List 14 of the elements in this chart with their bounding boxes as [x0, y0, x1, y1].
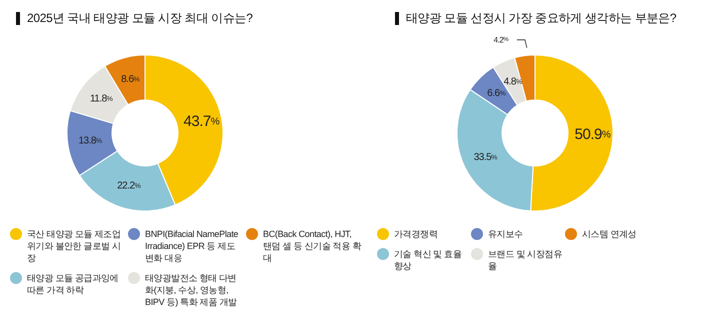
- data-label: 50.9%: [574, 126, 611, 144]
- legend-label: 국산 태양광 모듈 제조업 위기와 불안한 글로벌 시장: [27, 228, 122, 264]
- legend-label: 가격경쟁력: [394, 228, 438, 240]
- chart-title: 태양광 모듈 선정시 가장 중요하게 생각하는 부분은?: [405, 10, 676, 27]
- legend-label: BC(Back Contact), HJT, 탠덤 셀 등 신기술 적용 확대: [263, 228, 362, 264]
- legend-label: 태양광발전소 형태 다변화(지붕, 수상, 영농형, BIPV 등) 특화 제품 개발: [145, 272, 238, 308]
- chart-title: 2025년 국내 태양광 모듈 시장 최대 이슈는?: [26, 10, 253, 27]
- legend-label: 브랜드 및 시장점유율: [488, 248, 562, 272]
- legend-label: 기술 혁신 및 효율 향상: [394, 248, 463, 272]
- data-label: 43.7%: [184, 113, 220, 130]
- legend-label: 유지보수: [488, 228, 523, 240]
- legend-label: 태양광 모듈 공급과잉에 따른 가격 하락: [27, 272, 120, 296]
- legend-label: BNPI(Bifacial NamePlate Irradiance) EPR 등 제도 변화 대응: [145, 228, 240, 264]
- legend-label: 시스템 연계성: [582, 228, 636, 240]
